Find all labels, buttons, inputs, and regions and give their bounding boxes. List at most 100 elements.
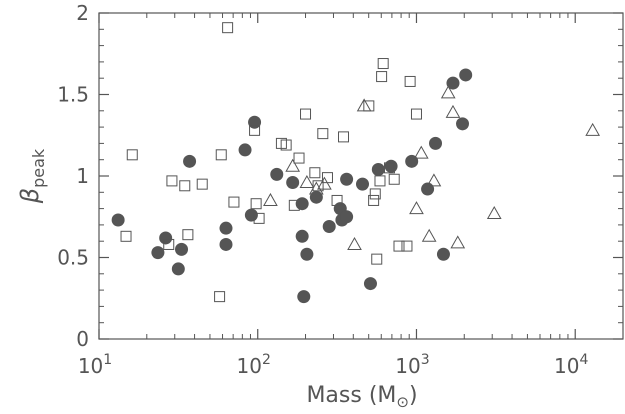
open-square-point xyxy=(288,199,300,211)
open-triangle-point xyxy=(445,104,461,118)
filled-circle-point xyxy=(171,262,185,276)
filled-circle-point xyxy=(429,136,443,150)
open-square-point xyxy=(126,149,138,161)
filled-circle-point xyxy=(297,290,311,304)
filled-circle-point xyxy=(446,76,460,90)
y-axis-label: βpeak xyxy=(16,148,48,204)
open-triangle-point xyxy=(317,176,332,190)
open-triangle-point xyxy=(347,236,362,250)
filled-circle-point xyxy=(322,220,336,234)
open-triangle-point xyxy=(263,192,278,206)
filled-circle-point xyxy=(270,167,284,181)
open-square-point xyxy=(401,240,413,252)
x-tick-label: 102 xyxy=(237,352,271,378)
plot-frame xyxy=(98,12,624,340)
filled-circle-point xyxy=(340,172,354,186)
data-points xyxy=(111,22,601,304)
x-tick-label: 104 xyxy=(554,352,588,378)
open-triangle-point xyxy=(450,235,466,249)
open-triangle-point xyxy=(299,175,315,189)
y-tick-label: 0.5 xyxy=(57,246,89,270)
open-square-point xyxy=(280,139,292,151)
y-tick-label: 0 xyxy=(76,327,89,351)
open-triangle-point xyxy=(585,122,601,136)
x-tick-exp: 2 xyxy=(262,352,271,368)
x-tick-exp: 1 xyxy=(103,352,112,368)
filled-circle-point xyxy=(384,159,398,173)
open-square-point xyxy=(383,162,395,174)
filled-circle-point xyxy=(183,154,197,168)
open-square-point xyxy=(166,175,178,187)
filled-circle-point xyxy=(309,190,323,204)
open-square-point xyxy=(120,230,132,242)
open-square-point xyxy=(393,240,405,252)
filled-circle-point xyxy=(300,247,314,261)
x-tick-label: 101 xyxy=(78,352,112,378)
open-square-point xyxy=(293,152,305,164)
x-tick-exp: 4 xyxy=(579,352,588,368)
x-axis-label: Mass (M⊙) xyxy=(306,383,417,409)
open-triangle-point xyxy=(426,173,442,187)
open-square-point xyxy=(300,108,312,120)
y-tick-label: 2 xyxy=(76,1,89,25)
filled-circle-point xyxy=(456,117,470,131)
filled-circle-point xyxy=(238,143,252,157)
x-tick-base: 10 xyxy=(237,354,262,378)
open-triangle-point xyxy=(486,205,502,219)
y-tick-label: 1 xyxy=(76,164,89,188)
open-square-point xyxy=(338,131,350,143)
filled-circle-point xyxy=(421,182,435,196)
x-tick-label: 103 xyxy=(395,352,429,378)
x-tick-base: 10 xyxy=(395,354,420,378)
open-square-point xyxy=(377,58,389,70)
filled-circle-point xyxy=(219,237,233,251)
x-tick-base: 10 xyxy=(78,354,103,378)
open-square-point xyxy=(249,124,261,136)
filled-circle-point xyxy=(295,197,309,211)
open-square-point xyxy=(222,22,234,34)
open-square-point xyxy=(388,173,400,185)
y-axis-label-sub: peak xyxy=(29,148,48,188)
open-square-point xyxy=(404,75,416,87)
filled-circle-point xyxy=(151,246,165,260)
open-square-point xyxy=(369,188,381,200)
filled-circle-point xyxy=(175,242,189,256)
filled-circle-point xyxy=(459,68,473,82)
open-triangle-point xyxy=(440,85,456,99)
x-axis-label-close: ) xyxy=(409,383,418,408)
filled-circle-point xyxy=(363,277,377,291)
open-square-point xyxy=(368,194,380,206)
filled-circle-point xyxy=(371,162,385,176)
open-square-point xyxy=(215,149,227,161)
filled-circle-point xyxy=(111,213,125,227)
filled-circle-point xyxy=(244,208,258,222)
open-square-point xyxy=(182,229,194,241)
filled-circle-point xyxy=(436,247,450,261)
filled-circle-point xyxy=(219,221,233,235)
open-square-point xyxy=(371,253,383,265)
y-tick-label: 1.5 xyxy=(57,83,89,107)
open-square-point xyxy=(410,108,422,120)
open-square-point xyxy=(253,212,265,224)
x-tick-exp: 3 xyxy=(421,352,430,368)
open-square-point xyxy=(163,238,175,250)
open-triangle-point xyxy=(409,201,424,215)
x-axis-label-symbol: ⊙ xyxy=(396,393,409,409)
filled-circle-point xyxy=(355,177,369,191)
filled-circle-point xyxy=(286,176,300,190)
open-square-point xyxy=(309,167,321,179)
open-triangle-point xyxy=(356,98,372,112)
x-tick-base: 10 xyxy=(554,354,579,378)
open-square-point xyxy=(331,194,343,206)
open-square-point xyxy=(376,71,388,83)
open-square-point xyxy=(317,128,329,140)
open-triangle-point xyxy=(285,158,301,172)
filled-circle-point xyxy=(295,229,309,243)
open-square-point xyxy=(312,180,324,192)
open-square-point xyxy=(196,178,208,190)
open-triangle-point xyxy=(413,145,429,159)
open-triangle-point xyxy=(308,181,324,195)
filled-circle-point xyxy=(405,154,419,168)
